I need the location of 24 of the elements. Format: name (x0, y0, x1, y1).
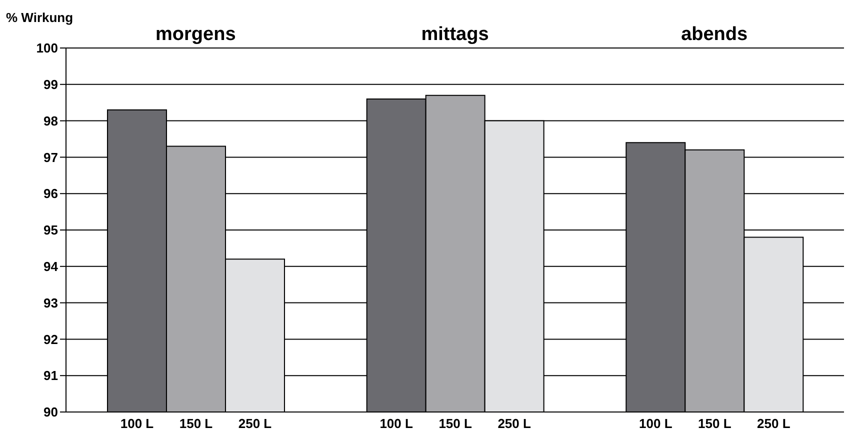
series-label: 150 L (179, 416, 213, 431)
y-tick-label: 91 (44, 368, 58, 384)
y-tick-label: 94 (44, 259, 59, 274)
y-tick-label: 98 (44, 113, 58, 128)
y-tick-label: 96 (44, 186, 58, 202)
x-tick-label: mittags (421, 24, 489, 45)
x-tick-label: abends (681, 24, 748, 45)
y-tick-label: 90 (44, 404, 58, 420)
text: 100 L (639, 416, 672, 431)
series-label: 100 L (120, 416, 154, 431)
y-tick-label: 93 (44, 295, 58, 310)
y-tick-label: 97 (44, 150, 58, 165)
y-axis-title: % Wirkung (6, 10, 74, 25)
y-tick-label: 100 (36, 40, 58, 56)
y-tick-label: 92 (44, 332, 58, 347)
text: 150 L (698, 416, 732, 431)
x-tick-label: morgens (156, 24, 236, 45)
series-label: 250 L (238, 416, 272, 431)
text: 250 L (498, 416, 531, 431)
text: 150 L (438, 416, 472, 431)
text: 250 L (757, 416, 790, 431)
y-tick-label: 95 (44, 222, 58, 238)
text: 100 L (380, 416, 413, 431)
y-tick-label: 99 (44, 77, 58, 92)
